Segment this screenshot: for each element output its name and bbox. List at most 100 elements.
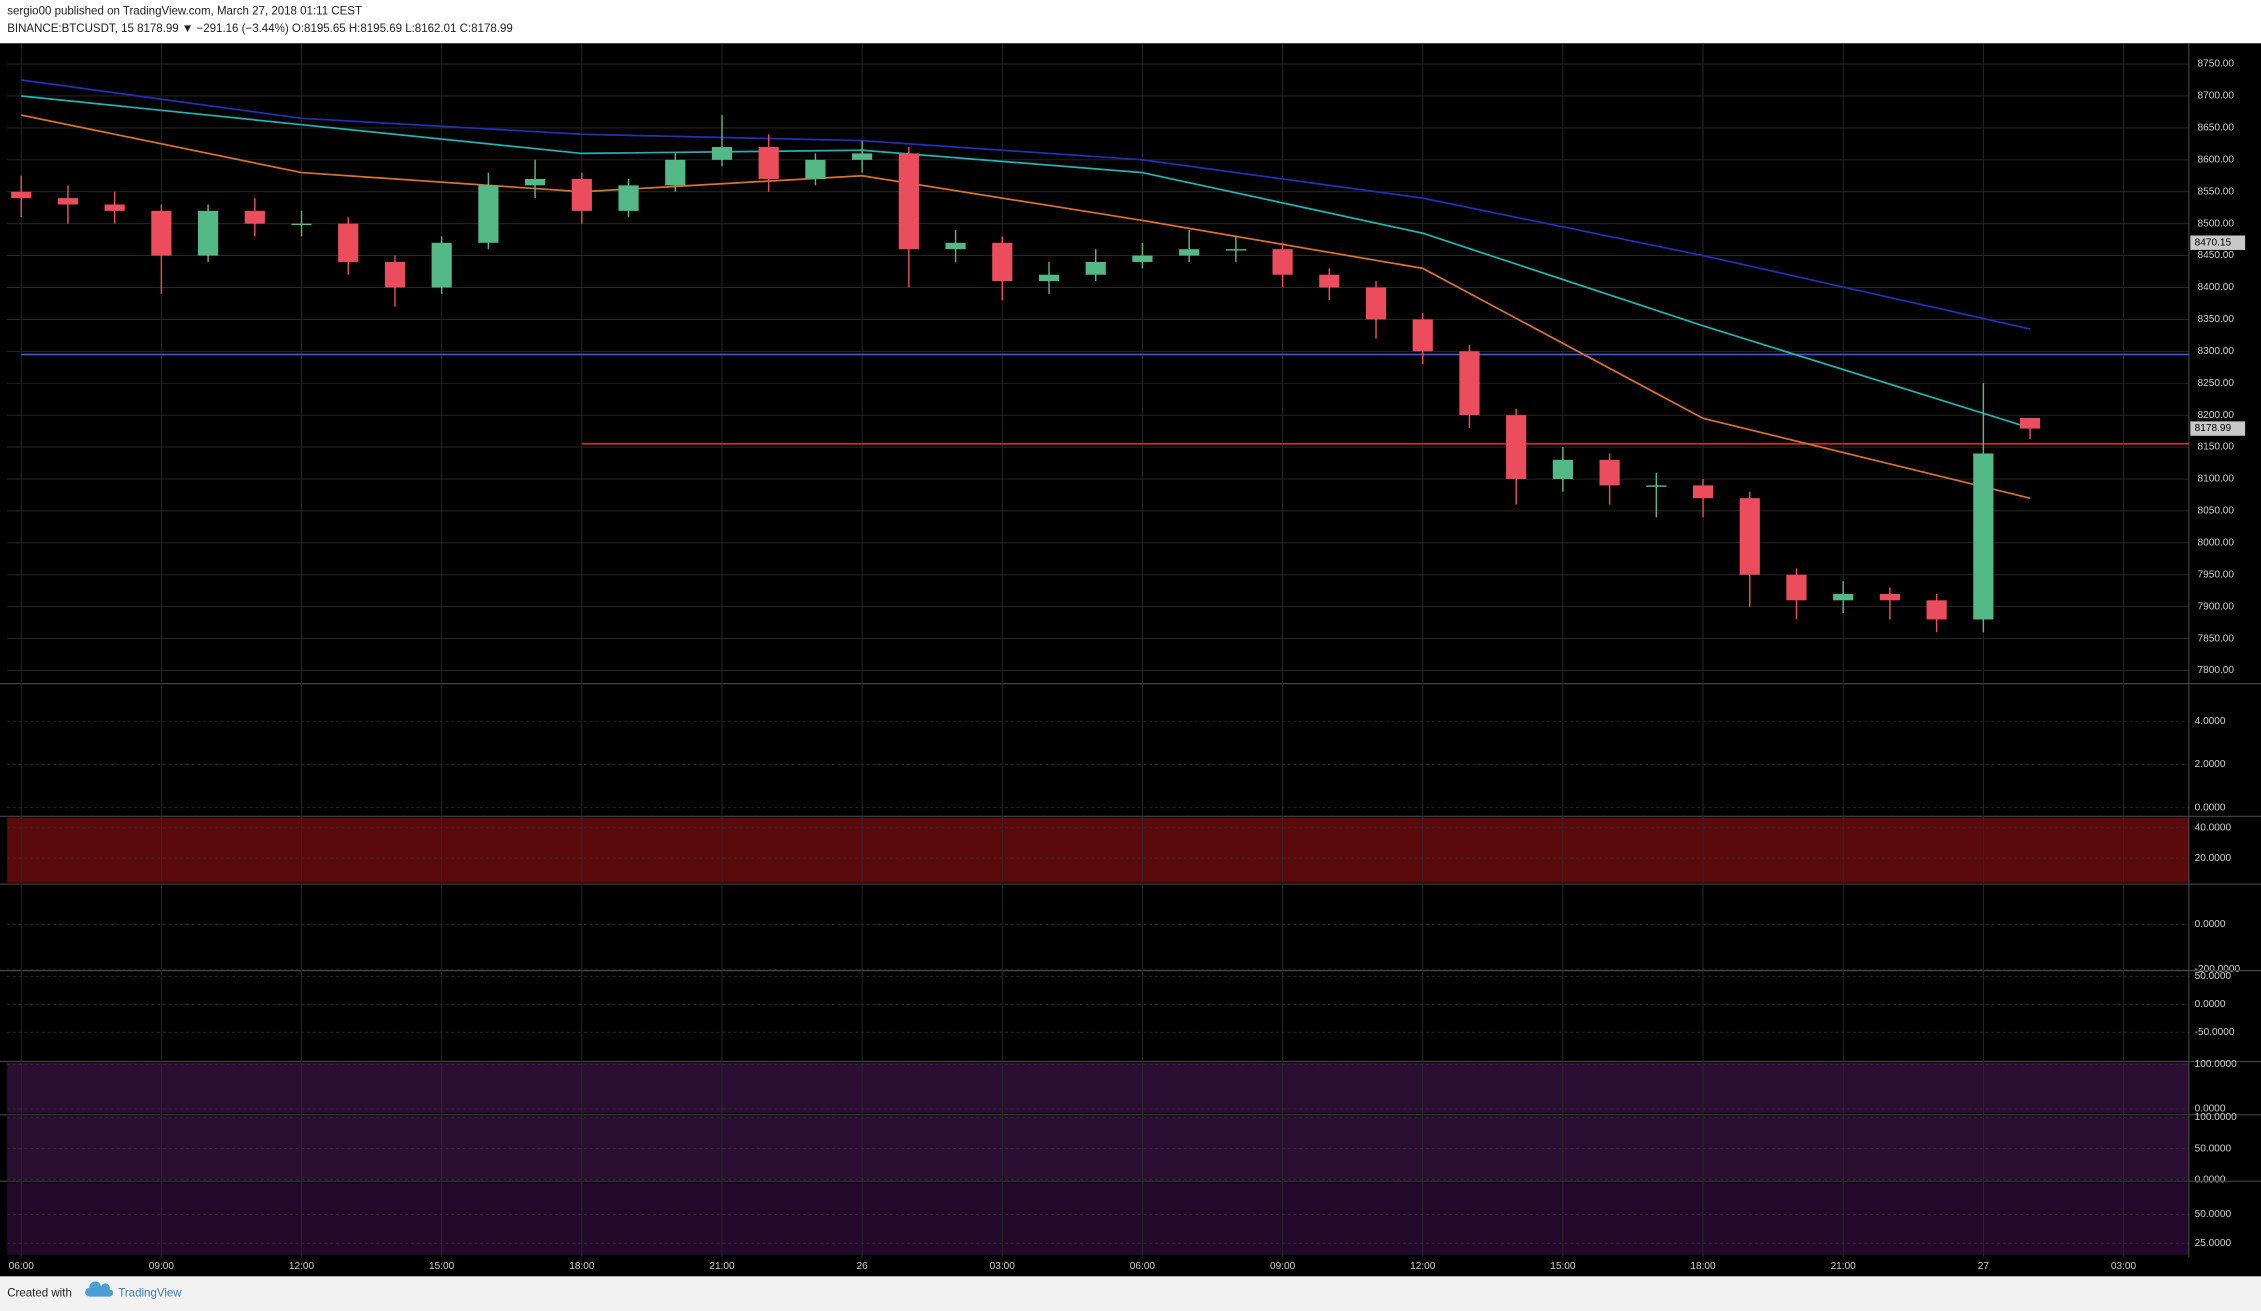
- x-tick-label: 06:00: [9, 1261, 35, 1272]
- candle-body: [431, 242, 452, 288]
- candle-body: [197, 210, 219, 256]
- y-tick-label: 7850.00: [2198, 633, 2235, 644]
- pane-tick-label: -200.0000: [2195, 964, 2241, 975]
- candle-body: [571, 178, 592, 211]
- x-tick-label: 09:00: [1270, 1261, 1296, 1272]
- candle-body: [1552, 459, 1573, 480]
- pane-tick-label: 2.0000: [2195, 759, 2226, 770]
- pane-tick-label: 100.0000: [2195, 1059, 2237, 1070]
- pane-tick-label: 50.0000: [2195, 971, 2232, 982]
- candle-body: [618, 185, 639, 211]
- pane-bg: [7, 685, 2189, 815]
- candle-body: [1879, 593, 1901, 601]
- candle-body: [338, 223, 359, 262]
- x-tick-label: 18:00: [569, 1261, 595, 1272]
- pane-tick-label: 100.0000: [2195, 1112, 2237, 1123]
- pane-tick-label: 0.0000: [2195, 999, 2226, 1010]
- candle-body: [1272, 249, 1293, 275]
- pane-tick-label: 50.0000: [2195, 1209, 2232, 1220]
- pane-bg: [7, 1116, 2189, 1180]
- header-bg: [0, 0, 2261, 44]
- pane-bg: [7, 885, 2189, 970]
- symbol-line: BINANCE:BTCUSDT, 15 8178.99 ▼ −291.16 (−…: [7, 23, 513, 35]
- candle-body: [945, 242, 966, 250]
- candle-body: [1085, 261, 1106, 275]
- pane-tick-label: 25.0000: [2195, 1238, 2232, 1249]
- y-tick-label: 8250.00: [2198, 378, 2235, 389]
- candle-body: [1132, 255, 1153, 262]
- pane-tick-label: 0.0000: [2195, 802, 2226, 813]
- candle-body: [1786, 574, 1807, 601]
- y-tick-label: 8150.00: [2198, 442, 2235, 453]
- logo: [85, 1281, 114, 1297]
- y-tick-label: 8050.00: [2198, 506, 2235, 517]
- y-tick-label: 8450.00: [2198, 250, 2235, 261]
- x-tick-label: 15:00: [1550, 1261, 1576, 1272]
- candle-body: [1365, 287, 1387, 320]
- candle-body: [244, 210, 265, 224]
- y-tick-label: 8300.00: [2198, 346, 2235, 357]
- y-tick-label: 8650.00: [2198, 123, 2235, 134]
- pane-bg: [7, 1062, 2189, 1114]
- candle-body: [104, 204, 125, 211]
- pane-bg: [7, 972, 2189, 1061]
- footer-text: Created with: [7, 1288, 72, 1300]
- candle-body: [1599, 459, 1620, 486]
- y-tick-label: 8750.00: [2198, 59, 2235, 70]
- footer-bg: [0, 1276, 2261, 1311]
- x-tick-label: 27: [1978, 1261, 1990, 1272]
- x-tick-label: 03:00: [2111, 1261, 2137, 1272]
- pane-tick-label: -50.0000: [2195, 1027, 2235, 1038]
- candle-body: [1646, 485, 1667, 487]
- y-tick-label: 8200.00: [2198, 410, 2235, 421]
- candle-body: [291, 223, 312, 226]
- x-tick-label: 21:00: [1831, 1261, 1857, 1272]
- candle-body: [1038, 274, 1060, 282]
- price-label-bg: [2190, 235, 2246, 250]
- pane-tick-label: 4.0000: [2195, 716, 2226, 727]
- candle-body: [11, 191, 32, 199]
- candle-body: [805, 159, 826, 179]
- ma-line: [21, 95, 2031, 429]
- candle-body: [1225, 249, 1246, 251]
- candle-body: [151, 210, 172, 256]
- pane-tick-label: 40.0000: [2195, 823, 2232, 834]
- y-tick-label: 8700.00: [2198, 91, 2235, 102]
- candle-body: [711, 147, 733, 160]
- candle-body: [525, 178, 546, 186]
- y-tick-label: 8000.00: [2198, 538, 2235, 549]
- pane-tick-label: 0.0000: [2195, 919, 2226, 930]
- candle-body: [1739, 498, 1760, 575]
- pane-bg: [7, 1182, 2189, 1255]
- y-tick-label: 8400.00: [2198, 282, 2235, 293]
- x-tick-label: 12:00: [1410, 1261, 1436, 1272]
- candle-body: [1692, 485, 1714, 499]
- x-tick-label: 09:00: [149, 1261, 175, 1272]
- candle-body: [665, 159, 686, 186]
- header-line: sergio00 published on TradingView.com, M…: [7, 6, 362, 18]
- x-tick-label: 12:00: [289, 1261, 315, 1272]
- y-tick-label: 8100.00: [2198, 474, 2235, 485]
- candle-body: [478, 185, 499, 243]
- pane-tick-label: 0.0000: [2195, 1174, 2226, 1185]
- pane-tick-label: 0.0000: [2195, 1104, 2226, 1115]
- x-tick-label: 21:00: [709, 1261, 735, 1272]
- candle-body: [758, 147, 779, 179]
- pane-bg: [7, 817, 2189, 883]
- candle-body: [1412, 319, 1433, 352]
- y-tick-label: 8550.00: [2198, 186, 2235, 197]
- x-tick-label: 15:00: [429, 1261, 455, 1272]
- candle-body: [1973, 453, 1994, 620]
- x-tick-label: 18:00: [1690, 1261, 1716, 1272]
- y-tick-label: 7900.00: [2198, 601, 2235, 612]
- y-tick-label: 8600.00: [2198, 154, 2235, 165]
- x-tick-label: 03:00: [990, 1261, 1016, 1272]
- candle-body: [992, 242, 1013, 282]
- candle-body: [2019, 417, 2041, 429]
- y-tick-label: 7800.00: [2198, 665, 2235, 676]
- x-tick-label: 06:00: [1130, 1261, 1156, 1272]
- ma-line: [21, 79, 2031, 330]
- footer-brand: TradingView: [118, 1288, 182, 1300]
